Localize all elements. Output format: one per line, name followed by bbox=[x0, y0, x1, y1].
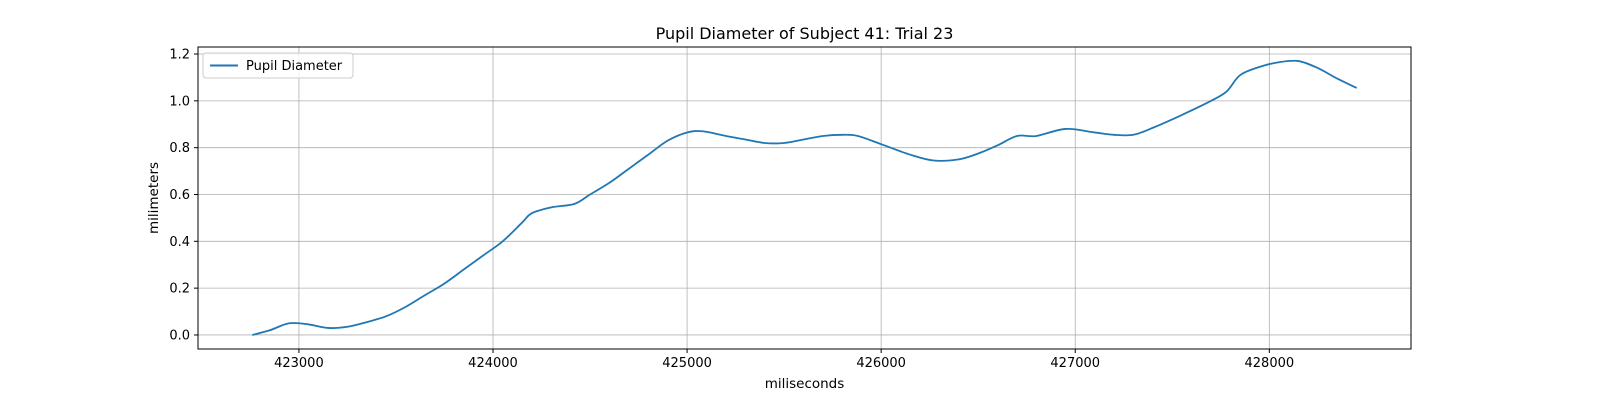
x-tick-label: 427000 bbox=[1050, 356, 1100, 371]
y-axis-label: milimeters bbox=[146, 162, 162, 234]
y-tick-label: 0.0 bbox=[169, 328, 190, 343]
grid bbox=[198, 47, 1411, 349]
series-line-pupil-diameter bbox=[252, 59, 1358, 336]
x-tick-label: 423000 bbox=[274, 356, 324, 371]
x-tick-label: 426000 bbox=[856, 356, 906, 371]
y-tick-label: 1.0 bbox=[169, 94, 190, 109]
y-tick-label: 0.4 bbox=[169, 235, 190, 250]
y-tick-label: 0.8 bbox=[169, 141, 190, 156]
y-tick-label: 0.6 bbox=[169, 188, 190, 203]
x-axis-label: miliseconds bbox=[765, 376, 845, 392]
ticks: 423000 424000 425000 426000 427000 428000 0.0 0… bbox=[169, 48, 1294, 371]
y-tick-label: 1.2 bbox=[169, 48, 190, 63]
legend-entry-pupil-diameter: Pupil Diameter bbox=[246, 59, 343, 74]
x-tick-label: 428000 bbox=[1245, 356, 1295, 371]
legend-box bbox=[202, 52, 354, 79]
x-tick-label: 424000 bbox=[468, 356, 518, 371]
y-tick-label: 0.2 bbox=[169, 282, 190, 297]
chart-title: Pupil Diameter of Subject 41: Trial 23 bbox=[656, 24, 954, 43]
plot-frame bbox=[197, 46, 1412, 350]
series-layer bbox=[252, 59, 1358, 336]
legend: Pupil Diameter bbox=[202, 52, 354, 79]
x-tick-label: 425000 bbox=[662, 356, 712, 371]
